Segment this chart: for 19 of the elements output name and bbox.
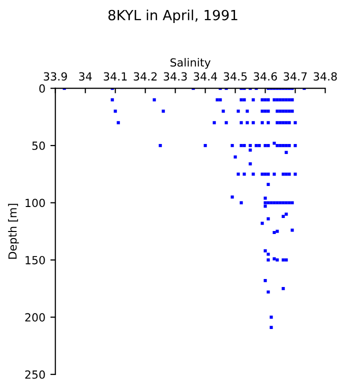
x-tick-label: 34.7 <box>284 72 307 81</box>
chart-title: 8KYL in April, 1991 <box>108 10 238 24</box>
x-tick-label: 34 <box>79 72 92 81</box>
x-tick-label: 34.3 <box>164 72 187 81</box>
x-tick-label: 34.5 <box>224 72 247 81</box>
y-tick-label: 50 <box>32 142 45 150</box>
x-tick-label: 34.1 <box>104 72 127 81</box>
x-tick-label: 34.2 <box>134 72 157 81</box>
x-tick-label: 34.4 <box>194 72 218 81</box>
y-tick-label: 0 <box>39 84 45 93</box>
y-tick-label: 200 <box>25 313 45 322</box>
y-tick-label: 150 <box>26 256 45 264</box>
y-tick-label: 100 <box>26 198 45 208</box>
x-tick-label: 34.8 <box>314 72 337 81</box>
x-tick-label: 33.9 <box>44 72 67 81</box>
x-tick-label: 34.6 <box>254 72 277 81</box>
x-axis-title: Salinity <box>170 58 211 69</box>
y-axis-title: Depth [m] <box>8 204 19 259</box>
y-tick-label: 250 <box>25 370 45 379</box>
